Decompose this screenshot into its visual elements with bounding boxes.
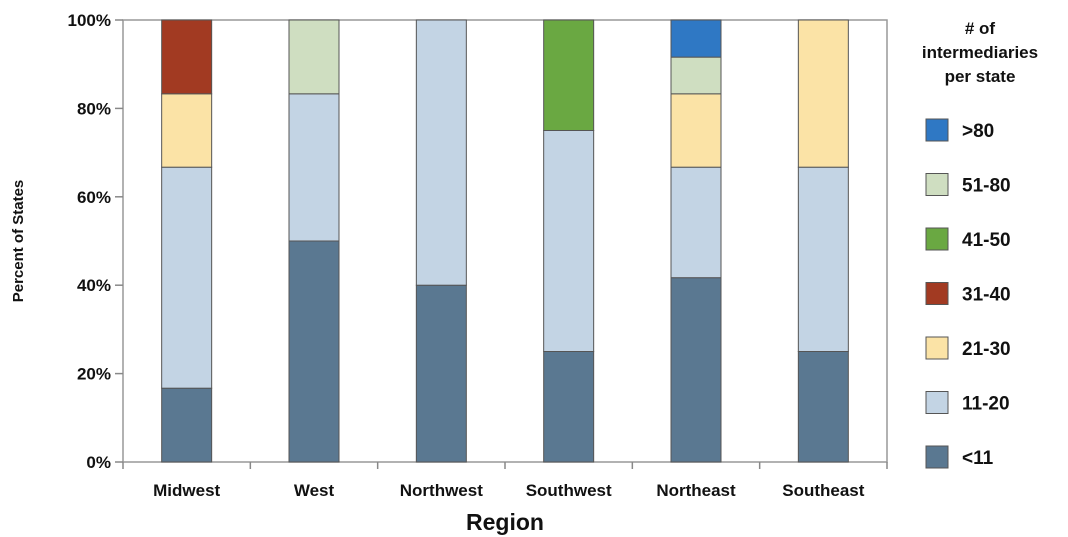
bar-segment — [543, 19, 595, 131]
legend-title: intermediaries — [922, 43, 1038, 62]
legend-label: <11 — [962, 448, 994, 469]
bar-segment — [161, 93, 213, 168]
bar-segment — [288, 93, 340, 242]
legend-title: per state — [945, 67, 1016, 86]
bar-segment — [161, 387, 213, 463]
x-tick-label: Southwest — [526, 481, 612, 500]
bar-segment — [670, 93, 722, 168]
legend: # of intermediaries per state >80 51-80 41-50… — [922, 19, 1038, 469]
legend-label: 21-30 — [962, 339, 1011, 360]
bar-segment — [161, 19, 213, 95]
x-tick-label: Northwest — [400, 481, 483, 500]
x-axis-label: Region — [466, 509, 544, 535]
legend-swatch — [925, 173, 949, 196]
y-tick-label: 0% — [86, 453, 111, 472]
legend-title: # of — [965, 19, 996, 38]
bar-segment — [543, 130, 595, 352]
legend-label: 51-80 — [962, 176, 1011, 197]
legend-swatch — [925, 336, 949, 360]
x-tick-label: Southeast — [782, 481, 865, 500]
legend-label: >80 — [962, 121, 994, 142]
bars-group — [161, 19, 849, 463]
legend-swatch — [925, 227, 949, 251]
y-tick-label: 80% — [77, 99, 111, 118]
bar-segment — [288, 19, 340, 95]
plot-border — [122, 19, 888, 463]
bar-segment — [670, 56, 722, 95]
bar-segment — [288, 240, 340, 463]
legend-swatch — [925, 391, 949, 414]
x-tick-label: Midwest — [153, 481, 220, 500]
bar-segment — [415, 19, 467, 286]
bar-segment — [670, 166, 722, 279]
legend-swatch — [925, 282, 949, 305]
legend-label: 11-20 — [962, 394, 1010, 415]
bar-segment — [797, 351, 849, 463]
y-axis-label: Percent of States — [10, 180, 27, 303]
y-axis-ticks: 0% 20% 40% 60% 80% 100% — [68, 11, 123, 472]
x-tick-label: Northeast — [656, 481, 736, 500]
legend-swatch — [925, 445, 949, 469]
bar-segment — [670, 19, 722, 58]
x-tick-label: West — [294, 481, 335, 500]
legend-label: 31-40 — [962, 285, 1011, 306]
bar-segment — [415, 284, 467, 463]
bar-segment — [797, 166, 849, 352]
y-tick-label: 40% — [77, 276, 111, 295]
y-tick-label: 60% — [77, 188, 111, 207]
plot-area — [122, 19, 888, 463]
bar-segment — [161, 166, 213, 389]
y-tick-label: 100% — [68, 11, 111, 30]
bar-segment — [670, 277, 722, 463]
bar-segment — [543, 351, 595, 463]
legend-label: 41-50 — [962, 230, 1011, 251]
legend-swatch — [925, 118, 949, 142]
y-tick-label: 20% — [77, 365, 111, 384]
bar-segment — [797, 19, 849, 168]
x-axis-ticks: Midwest West Northwest Southwest Northeast So… — [122, 462, 888, 500]
